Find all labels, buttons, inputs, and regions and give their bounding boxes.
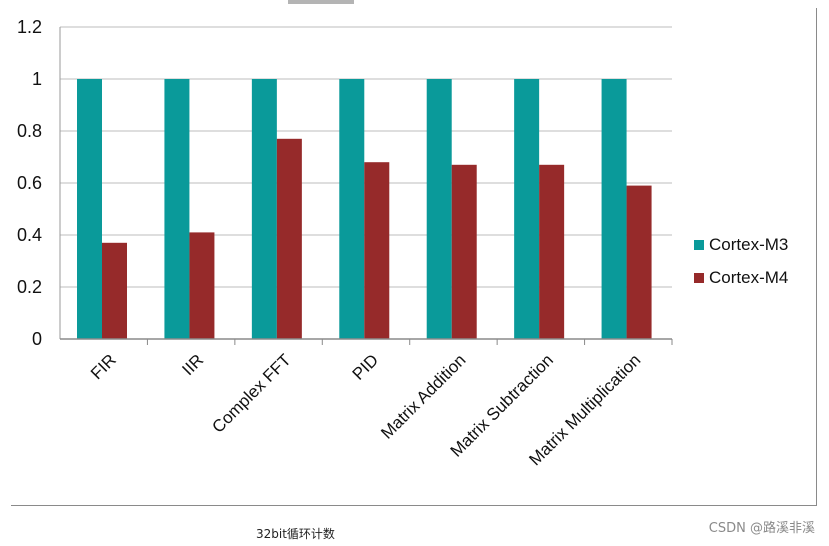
axes (59, 27, 673, 345)
category-label: IIR (178, 350, 207, 379)
bars (77, 79, 652, 339)
category-label: Complex FFT (208, 350, 294, 436)
legend-label: Cortex-M4 (709, 268, 788, 287)
bar-cortex-m3 (339, 79, 365, 339)
bar-cortex-m4 (189, 232, 215, 339)
bar-cortex-m4 (102, 242, 127, 339)
y-tick-label: 0.2 (17, 277, 42, 297)
legend-swatch (694, 273, 704, 283)
category-label: FIR (87, 350, 120, 383)
bar-cortex-m3 (164, 79, 190, 339)
y-tick-label: 1 (32, 69, 42, 89)
bar-cortex-m4 (364, 162, 390, 339)
y-tick-label: 0.8 (17, 121, 42, 141)
y-tick-label: 0.6 (17, 173, 42, 193)
bar-cortex-m4 (626, 185, 652, 339)
cropped-title-fragment (288, 0, 354, 4)
bar-cortex-m4 (276, 138, 302, 339)
chart-frame (11, 8, 817, 506)
bar-cortex-m3 (77, 79, 102, 339)
y-tick-label: 0.4 (17, 225, 42, 245)
y-axis-ticks: 0 0.2 0.4 0.6 0.8 1 1.2 (17, 17, 42, 349)
category-label: PID (349, 350, 382, 383)
y-tick-label: 0 (32, 329, 42, 349)
bar-cortex-m3 (251, 79, 277, 339)
category-label: Matrix Addition (377, 350, 469, 442)
legend-label: Cortex-M3 (709, 235, 788, 254)
watermark: CSDN @路溪非溪 (708, 521, 815, 536)
bar-cortex-m3 (514, 79, 540, 339)
y-tick-label: 1.2 (17, 17, 42, 37)
bar-cortex-m3 (601, 79, 627, 339)
bar-cortex-m3 (426, 79, 452, 339)
bar-cortex-m4 (539, 164, 565, 339)
legend-swatch (694, 240, 704, 250)
bar-cortex-m4 (451, 164, 477, 339)
legend: Cortex-M3 Cortex-M4 (694, 235, 788, 287)
figure-caption: 32bit循环计数 (256, 527, 335, 541)
